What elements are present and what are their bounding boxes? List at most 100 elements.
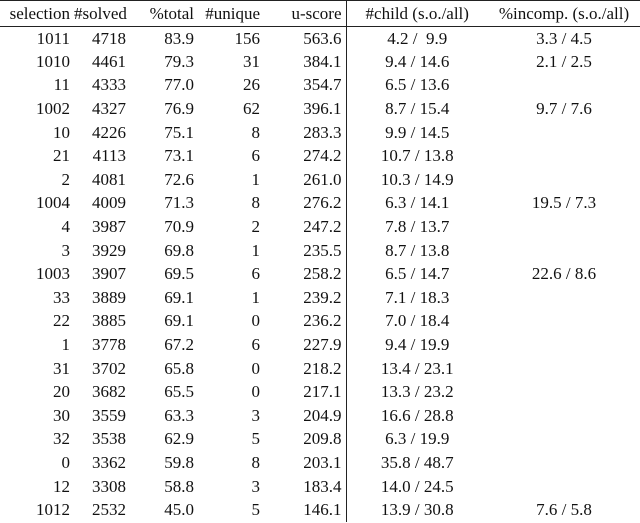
table-row: 30 3559 63.3 3 204.9 16.6 / 28.8: [0, 404, 640, 428]
table-cell: 62: [243, 99, 260, 119]
table-cell: 7.1 / 18.3: [385, 287, 450, 307]
table-cell: 71.3: [164, 193, 194, 213]
table-cell: 9.7 / 7.6: [536, 99, 592, 119]
table-cell: [488, 168, 640, 192]
table-cell: 3308: [92, 476, 126, 496]
table-cell: 45.0: [164, 500, 194, 520]
table-cell: 79.3: [164, 51, 194, 71]
table-cell: 239.2: [264, 286, 347, 310]
table-row: 0 3362 59.8 8 203.1 35.8 / 48.7: [0, 451, 640, 475]
column-header: u-score: [264, 0, 347, 27]
table-cell: 1012: [36, 500, 70, 520]
table-cell: 72.6: [164, 169, 194, 189]
table-cell: 6: [251, 335, 261, 355]
table-cell: 12: [53, 476, 70, 496]
table-cell: 4.2 / 9.9: [387, 28, 448, 48]
table-cell: 3702: [92, 358, 126, 378]
table-cell: 11: [53, 75, 70, 95]
table-cell: 31: [53, 358, 70, 378]
table-row: 10 4226 75.1 8 283.3 9.9 / 14.5: [0, 120, 640, 145]
table-cell: 0: [251, 382, 261, 402]
table-cell: 3907: [92, 264, 126, 284]
column-header: #unique: [205, 3, 260, 23]
table-cell: 0: [251, 311, 261, 331]
column-header: %incomp. (s.o./all): [498, 3, 630, 23]
table-cell: [488, 333, 640, 357]
table-cell: 3885: [92, 311, 126, 331]
table-cell: 203.1: [264, 451, 347, 475]
table-cell: 2.1 / 2.5: [536, 51, 592, 71]
table-cell: [488, 121, 640, 145]
table-cell: 1011: [36, 28, 70, 48]
table-cell: 77.0: [164, 75, 194, 95]
table-cell: 8.7 / 15.4: [385, 99, 450, 119]
table-cell: 13.4 / 23.1: [380, 358, 454, 378]
table-cell: 67.2: [164, 335, 194, 355]
table-cell: 4226: [92, 122, 126, 142]
table-cell: 2532: [92, 500, 126, 520]
table-cell: 2: [251, 217, 261, 237]
table-row: 31 3702 65.8 0 218.2 13.4 / 23.1: [0, 356, 640, 381]
table-cell: 26: [243, 75, 260, 95]
table-cell: 10.3 / 14.9: [380, 169, 454, 189]
table-cell: 4081: [92, 169, 126, 189]
table-cell: 20: [53, 382, 70, 402]
table-cell: 5: [251, 500, 261, 520]
table-cell: 209.8: [264, 427, 347, 452]
table-cell: 3: [251, 405, 261, 425]
table-cell: 13.9 / 30.8: [380, 500, 454, 520]
table-cell: 236.2: [264, 309, 347, 334]
table-cell: [488, 404, 640, 428]
table-cell: 4009: [92, 193, 126, 213]
column-header: #solved: [74, 3, 127, 23]
table-cell: 4333: [92, 75, 126, 95]
table-cell: 14.0 / 24.5: [380, 476, 454, 496]
table-cell: 3.3 / 4.5: [536, 28, 592, 48]
table-cell: 59.8: [164, 452, 194, 472]
table-cell: 7.6 / 5.8: [536, 500, 592, 520]
table-cell: 65.5: [164, 382, 194, 402]
table-cell: 276.2: [264, 191, 347, 216]
table-cell: 258.2: [264, 262, 347, 287]
table-cell: 62.9: [164, 429, 194, 449]
table-cell: 3: [251, 476, 261, 496]
table-row: 1002 4327 76.9 62 396.1 8.7 / 15.4 9.7 / 7.6: [0, 97, 640, 121]
table-cell: 69.1: [164, 311, 194, 331]
table-cell: 8: [251, 122, 261, 142]
header-row: selection #solved %total #unique u-score #chi…: [0, 0, 640, 27]
table-cell: [488, 428, 640, 452]
table-cell: 1: [251, 240, 261, 260]
table-cell: 6: [251, 146, 261, 166]
table-cell: [488, 215, 640, 239]
table-cell: [488, 310, 640, 334]
table-cell: 4461: [92, 51, 126, 71]
table-cell: 69.5: [164, 264, 194, 284]
table-cell: 4: [61, 217, 71, 237]
table-row: 3 3929 69.8 1 235.5 8.7 / 13.8: [0, 238, 640, 263]
table-cell: 19.5 / 7.3: [531, 193, 597, 213]
table-cell: 7.8 / 13.7: [385, 217, 450, 237]
table-row: 1010 4461 79.3 31 384.1 9.4 / 14.6 2.1 / 2.5: [0, 50, 640, 74]
table-cell: 6.3 / 14.1: [385, 193, 450, 213]
table-cell: 218.2: [264, 356, 347, 381]
table-row: 11 4333 77.0 26 354.7 6.5 / 13.6: [0, 73, 640, 98]
table-cell: [488, 357, 640, 381]
table-cell: 6.5 / 14.7: [385, 264, 450, 284]
column-header: #child (s.o./all): [365, 3, 469, 23]
table-cell: [488, 74, 640, 98]
table-cell: 9.4 / 19.9: [385, 335, 450, 355]
table-cell: 0: [251, 358, 261, 378]
table-cell: 183.4: [264, 474, 347, 499]
table-cell: 16.6 / 28.8: [380, 405, 454, 425]
table-cell: 1010: [36, 51, 70, 71]
table-cell: 6.5 / 13.6: [385, 75, 450, 95]
table-cell: 10.7 / 13.8: [380, 146, 454, 166]
table-cell: 0: [61, 452, 71, 472]
table-row: 22 3885 69.1 0 236.2 7.0 / 18.4: [0, 309, 640, 334]
table-row: 4 3987 70.9 2 247.2 7.8 / 13.7: [0, 215, 640, 239]
table-cell: 156: [234, 28, 261, 48]
table-cell: 3889: [92, 287, 126, 307]
table-cell: [488, 286, 640, 310]
table-cell: [488, 475, 640, 499]
